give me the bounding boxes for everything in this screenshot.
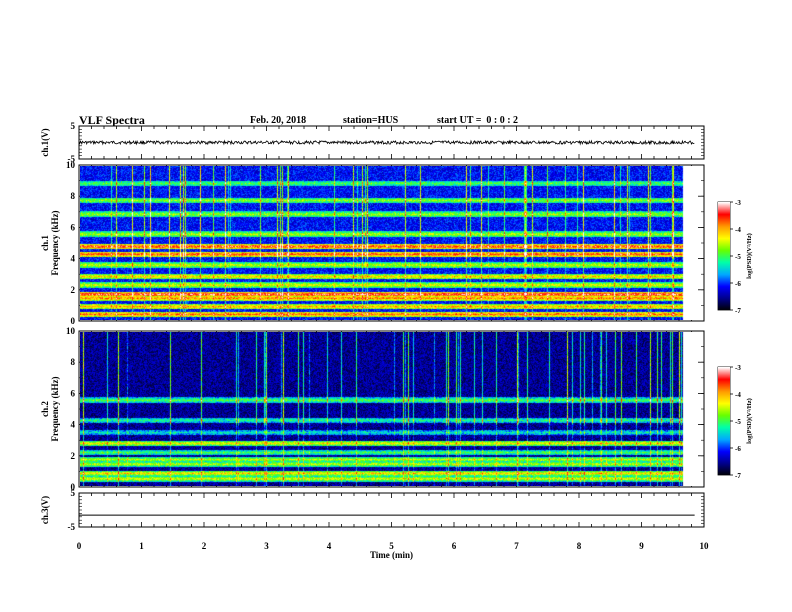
y-tick-label: 0 [71,482,76,492]
y-tick-label: -5 [68,522,76,532]
start-ut-label: start UT = 0 : 0 : 2 [437,115,519,126]
colorbar-tick-label: -7 [735,307,741,315]
y-tick-label: 5 [71,488,76,498]
y-tick-label: 10 [66,160,76,170]
y-tick-label: 5 [71,121,76,131]
y-tick-label: 8 [71,191,76,201]
ch2-colorbar-image [718,367,730,475]
ch1-spectrogram-image [80,166,692,320]
x-tick-label: 0 [77,541,82,551]
y-axis-label: ch.1 [40,235,50,251]
colorbar-tick-label: -4 [735,391,741,399]
x-tick-label: 9 [639,541,644,551]
colorbar-tick-label: -3 [735,199,741,207]
y-tick-label: 2 [71,285,76,295]
colorbar-tick-label: -4 [735,226,741,234]
colorbar-label: log(PSD)(V²/Hz) [746,233,753,279]
y-axis-label: ch.2 [40,401,50,417]
x-tick-label: 4 [327,541,332,551]
x-tick-label: 7 [514,541,519,551]
colorbar-tick-label: -6 [735,445,741,453]
y-tick-label: 4 [71,254,76,264]
y-axis-label: Frequency (kHz) [50,376,60,441]
x-tick-label: 5 [389,541,394,551]
colorbar-tick-label: -7 [735,472,741,480]
y-tick-label: 10 [66,326,76,336]
y-tick-label: -5 [68,154,76,164]
figure-title: VLF Spectra [79,113,145,127]
y-axis-label: ch.3(V) [40,496,50,524]
colorbar-tick-label: -5 [735,253,741,261]
colorbar-label: log(PSD)(V²/Hz) [746,398,753,444]
y-tick-label: 4 [71,420,76,430]
colorbar-tick-label: -5 [735,418,741,426]
y-axis-label: ch.1(V) [40,128,50,156]
x-tick-label: 6 [452,541,457,551]
y-axis-label: Frequency (kHz) [50,210,60,275]
ch1-colorbar-image [718,202,730,310]
y-tick-label: 6 [71,388,76,398]
x-axis-label: Time (min) [370,550,413,560]
y-tick-label: 8 [71,357,76,367]
x-tick-label: 2 [202,541,207,551]
ch2-spectrogram-image [80,332,692,486]
colorbar-tick-label: -3 [735,364,741,372]
x-tick-label: 1 [139,541,144,551]
y-tick-label: 2 [71,451,76,461]
y-tick-label: 6 [71,222,76,232]
station-label: station=HUS [343,115,399,126]
panel-frame [78,492,705,528]
date-label: Feb. 20, 2018 [250,115,307,126]
y-tick-label: 0 [71,316,76,326]
x-tick-label: 10 [700,541,710,551]
ch1-waveform-trace [78,139,695,146]
x-tick-label: 3 [264,541,269,551]
colorbar-tick-label: -6 [735,280,741,288]
x-tick-label: 8 [577,541,582,551]
